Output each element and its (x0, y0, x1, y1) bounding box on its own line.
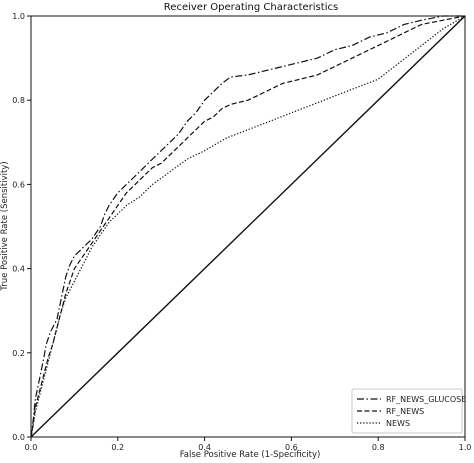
x-tick-label: 0.8 (372, 443, 385, 452)
x-tick-label: 0.0 (25, 443, 38, 452)
x-tick-label: 0.2 (111, 443, 124, 452)
chart-title: Receiver Operating Characteristics (164, 2, 338, 13)
x-tick-label: 0.4 (198, 443, 211, 452)
legend-label: NEWS (386, 419, 410, 428)
axis-ticks: 0.0 0.2 0.4 0.6 0.8 1.0 0.0 0.2 0.4 0.6 0.8 1.0 (12, 12, 471, 452)
reference-diagonal-line (30, 15, 466, 438)
legend: RF_NEWS_GLUCOSE RF_NEWS NEWS (351, 388, 466, 434)
legend-box (351, 388, 463, 434)
y-tick-label: 1.0 (12, 12, 25, 21)
legend-label: RF_NEWS (386, 407, 424, 416)
y-tick-label: 0.8 (12, 96, 25, 105)
series-layer (30, 15, 466, 438)
x-tick-label: 0.6 (285, 443, 298, 452)
x-tick-label: 1.0 (459, 443, 472, 452)
y-tick-label: 0.6 (12, 180, 25, 189)
y-tick-label: 0.0 (12, 433, 25, 442)
legend-label: RF_NEWS_GLUCOSE (386, 395, 466, 404)
series-line-rf-news-glucose (30, 15, 465, 438)
y-tick-label: 0.2 (12, 349, 25, 358)
y-tick-label: 0.4 (12, 265, 25, 274)
x-axis-label: False Positive Rate (1-Specificity) (180, 450, 321, 460)
y-axis-label: True Positive Rate (Sensitivity) (0, 161, 10, 291)
